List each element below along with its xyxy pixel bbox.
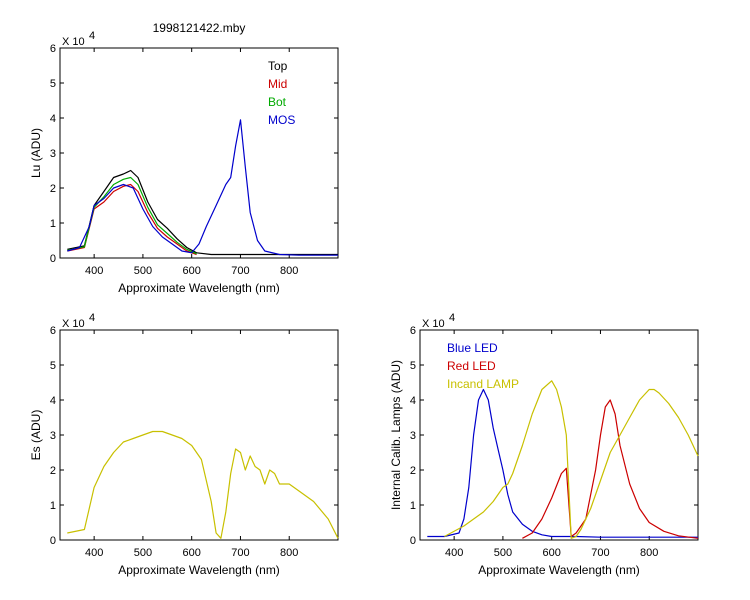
lu-x-tick-label: 800 (280, 265, 298, 277)
es-y-tick-label: 5 (50, 360, 56, 372)
lu-y-tick-label: 1 (50, 218, 56, 230)
es-plot-frame (59, 329, 339, 541)
es-x-tick-label: 400 (85, 547, 103, 559)
lu-y-axis-label: Lu (ADU) (29, 128, 43, 178)
es-x-axis-label: Approximate Wavelength (nm) (118, 563, 280, 577)
lu-plot-frame (59, 47, 339, 259)
lu-y-tick-label: 6 (50, 43, 56, 55)
lu-exponent-power: 4 (89, 30, 95, 42)
lamps-panel: 0 1 2 3 4 5 6 400 500 600 700 800 X 10 4 Approximate W… (389, 312, 699, 577)
lu-legend-mid: Mid (268, 77, 287, 91)
es-x-tick-label: 500 (134, 547, 152, 559)
es-x-tick-label: 600 (183, 547, 201, 559)
lu-x-tick-label: 400 (85, 265, 103, 277)
lamps-series-incand-lamp-line (444, 380, 699, 539)
lu-y-tick-label: 3 (50, 148, 56, 160)
lamps-legend-blue-led: Blue LED (447, 341, 498, 355)
lamps-y-axis-label: Internal Calib. Lamps (ADU) (389, 360, 403, 510)
es-exponent-power: 4 (89, 312, 95, 324)
lamps-legend-red-led: Red LED (447, 359, 496, 373)
es-x-tick-label: 800 (280, 547, 298, 559)
lamps-y-tick-label: 0 (410, 535, 416, 547)
es-y-tick-label: 2 (50, 465, 56, 477)
es-y-tick-label: 3 (50, 430, 56, 442)
lamps-exponent-label: X 10 (422, 318, 445, 330)
lu-series-mid-line (67, 183, 197, 256)
lamps-y-tick-label: 5 (410, 360, 416, 372)
lamps-series-blue-led-line (427, 388, 698, 538)
lamps-x-tick-label: 800 (640, 547, 658, 559)
lamps-x-tick-label: 700 (591, 547, 609, 559)
es-y-tick-label: 6 (50, 325, 56, 337)
es-panel: 0 1 2 3 4 5 6 400 500 600 700 800 X 10 4 Approximate W… (29, 312, 339, 577)
lu-legend-top: Top (268, 59, 288, 73)
lu-x-tick-label: 700 (231, 265, 249, 277)
es-y-axis-label: Es (ADU) (29, 410, 43, 461)
lu-series-mos-line (67, 119, 338, 256)
es-exponent-label: X 10 (62, 318, 85, 330)
lu-y-tick-label: 5 (50, 78, 56, 90)
lu-x-tick-label: 500 (134, 265, 152, 277)
lu-y-tick-label: 4 (50, 113, 56, 125)
lamps-x-tick-label: 600 (543, 547, 561, 559)
es-y-tick-label: 1 (50, 500, 56, 512)
lamps-y-tick-label: 6 (410, 325, 416, 337)
es-y-tick-label: 0 (50, 535, 56, 547)
lu-x-tick-label: 600 (183, 265, 201, 277)
lamps-series-red-led-line (522, 399, 699, 539)
lu-panel: 0 1 2 3 4 5 6 400 500 600 700 800 X 10 4 Approximate W… (29, 21, 339, 295)
lu-y-tick-label: 0 (50, 253, 56, 265)
lu-exponent-label: X 10 (62, 36, 85, 48)
es-series-spectrum-line (67, 430, 339, 539)
lu-legend-bot: Bot (268, 95, 287, 109)
lu-x-axis-label: Approximate Wavelength (nm) (118, 281, 280, 295)
lamps-y-tick-label: 3 (410, 430, 416, 442)
lamps-legend-incand-lamp: Incand LAMP (447, 377, 519, 391)
lu-legend-mos: MOS (268, 113, 295, 127)
es-x-tick-label: 700 (231, 547, 249, 559)
lamps-y-tick-label: 2 (410, 465, 416, 477)
lu-series-bot-line (67, 176, 197, 255)
lamps-x-tick-label: 400 (445, 547, 463, 559)
lamps-y-tick-label: 4 (410, 395, 416, 407)
lu-series-top-line (67, 169, 338, 256)
lamps-exponent-power: 4 (449, 312, 455, 324)
lamps-x-axis-label: Approximate Wavelength (nm) (478, 563, 640, 577)
lu-chart-title: 1998121422.mby (153, 21, 246, 35)
lu-y-tick-label: 2 (50, 183, 56, 195)
lamps-y-tick-label: 1 (410, 500, 416, 512)
es-y-tick-label: 4 (50, 395, 56, 407)
lamps-x-tick-label: 500 (494, 547, 512, 559)
